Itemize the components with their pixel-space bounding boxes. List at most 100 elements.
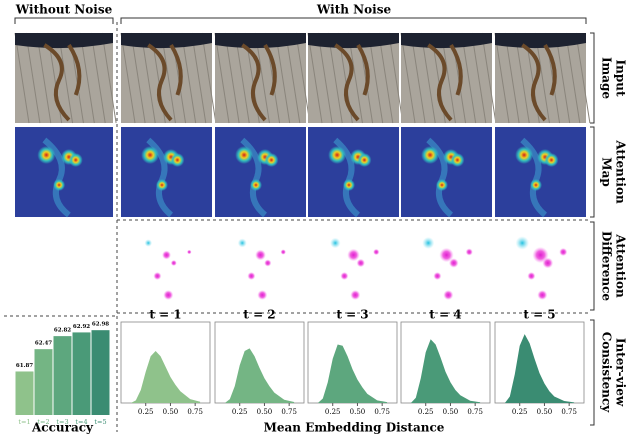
shadow (495, 33, 586, 49)
value-label: 62.82 (54, 328, 71, 334)
wood-grain (514, 32, 530, 124)
attention-difference (237, 238, 286, 300)
wood-grain (120, 32, 136, 124)
diff-blob (350, 290, 361, 300)
wood-grain (410, 32, 426, 124)
wood-grain (79, 32, 95, 124)
row-label: Map (600, 157, 614, 186)
wood-grain (388, 32, 404, 124)
snake (427, 43, 463, 122)
bar (91, 330, 110, 415)
wood-grain (130, 32, 146, 124)
diff-blob (373, 248, 380, 256)
hotspot (235, 146, 254, 164)
wood-grain (420, 32, 436, 124)
hotspot (421, 146, 440, 164)
bar (53, 336, 72, 415)
diff-blob (264, 259, 272, 267)
wood-grain (504, 32, 520, 124)
row-label: Consistency (600, 332, 614, 414)
wood-grain (481, 32, 497, 124)
hotspot (170, 153, 185, 167)
input-image (214, 32, 311, 124)
x-tick-label: 0.25 (512, 408, 528, 416)
input-image (14, 32, 117, 124)
hotspot (515, 146, 534, 164)
x-tick-label: t=4 (75, 418, 87, 426)
divider (4, 22, 590, 432)
diff-blob (257, 290, 268, 300)
row-label: Attention (614, 233, 628, 298)
input-image (120, 32, 217, 124)
x-tick-label: 0.25 (418, 408, 434, 416)
row-label: Inter-view (614, 338, 628, 407)
panel-title: t = 2 (243, 308, 275, 322)
density-area (410, 339, 481, 403)
header-right: With Noise (316, 3, 392, 17)
snake (334, 43, 370, 122)
wood-grain (275, 32, 291, 124)
attention-difference (515, 236, 568, 300)
shadow (308, 33, 399, 49)
panel-title: t = 3 (336, 308, 368, 322)
panel-title: t = 5 (523, 308, 555, 322)
row-label: Difference (600, 231, 614, 301)
hotspot (328, 146, 347, 164)
wood-grain (295, 32, 311, 124)
snake (147, 43, 183, 122)
diff-blob (255, 249, 266, 261)
header-left: Without Noise (15, 3, 113, 17)
x-tick-label: t=5 (94, 418, 106, 426)
bar (72, 332, 91, 415)
input-image (494, 32, 591, 124)
hotspot (249, 179, 262, 191)
attention-map (401, 127, 492, 218)
diff-blob (347, 248, 360, 262)
x-tick-label: 0.50 (350, 408, 366, 416)
row-label: Attention (614, 139, 628, 204)
diff-blob (542, 257, 554, 269)
x-tick-label: 0.50 (443, 408, 459, 416)
value-label: 62.47 (35, 341, 52, 347)
wood-grain (25, 32, 41, 124)
hotspot (68, 153, 83, 167)
hotspot (155, 179, 168, 191)
diff-blob (340, 272, 349, 280)
diff-blob (163, 290, 174, 300)
attention-map (495, 127, 586, 218)
bracket (14, 17, 587, 24)
x-tick-label: 0.75 (187, 408, 203, 416)
density-area (224, 348, 295, 403)
wood-grain (191, 32, 207, 124)
shadow (215, 33, 306, 49)
x-tick-label: 0.50 (537, 408, 553, 416)
snake (43, 43, 82, 122)
hotspot (264, 153, 279, 167)
wood-grain (181, 32, 197, 124)
x-tick-label: 0.75 (561, 408, 577, 416)
x-tick-label: t=3 (56, 418, 68, 426)
x-axis-label: Accuracy (31, 421, 94, 435)
hotspot (529, 179, 542, 191)
wood-grain (471, 32, 487, 124)
diff-blob (356, 258, 365, 268)
value-label: 61.87 (16, 363, 33, 369)
x-tick-label: t=2 (37, 418, 49, 426)
bar (15, 371, 34, 415)
hotspot (53, 179, 66, 191)
diff-blob (330, 237, 341, 249)
wood-grain (90, 32, 106, 124)
hotspot (544, 153, 559, 167)
row-label: Input (614, 60, 628, 97)
diff-blob (237, 238, 247, 248)
diff-blob (465, 248, 473, 256)
hotspot (357, 153, 372, 167)
x-tick-label: 0.75 (374, 408, 390, 416)
wood-grain (285, 32, 301, 124)
x-tick-label: 0.25 (325, 408, 341, 416)
diff-blob (162, 250, 171, 260)
diff-blob (187, 249, 192, 255)
x-tick-label: t=1 (18, 418, 30, 426)
density-area (317, 344, 388, 403)
density-area (504, 334, 575, 403)
